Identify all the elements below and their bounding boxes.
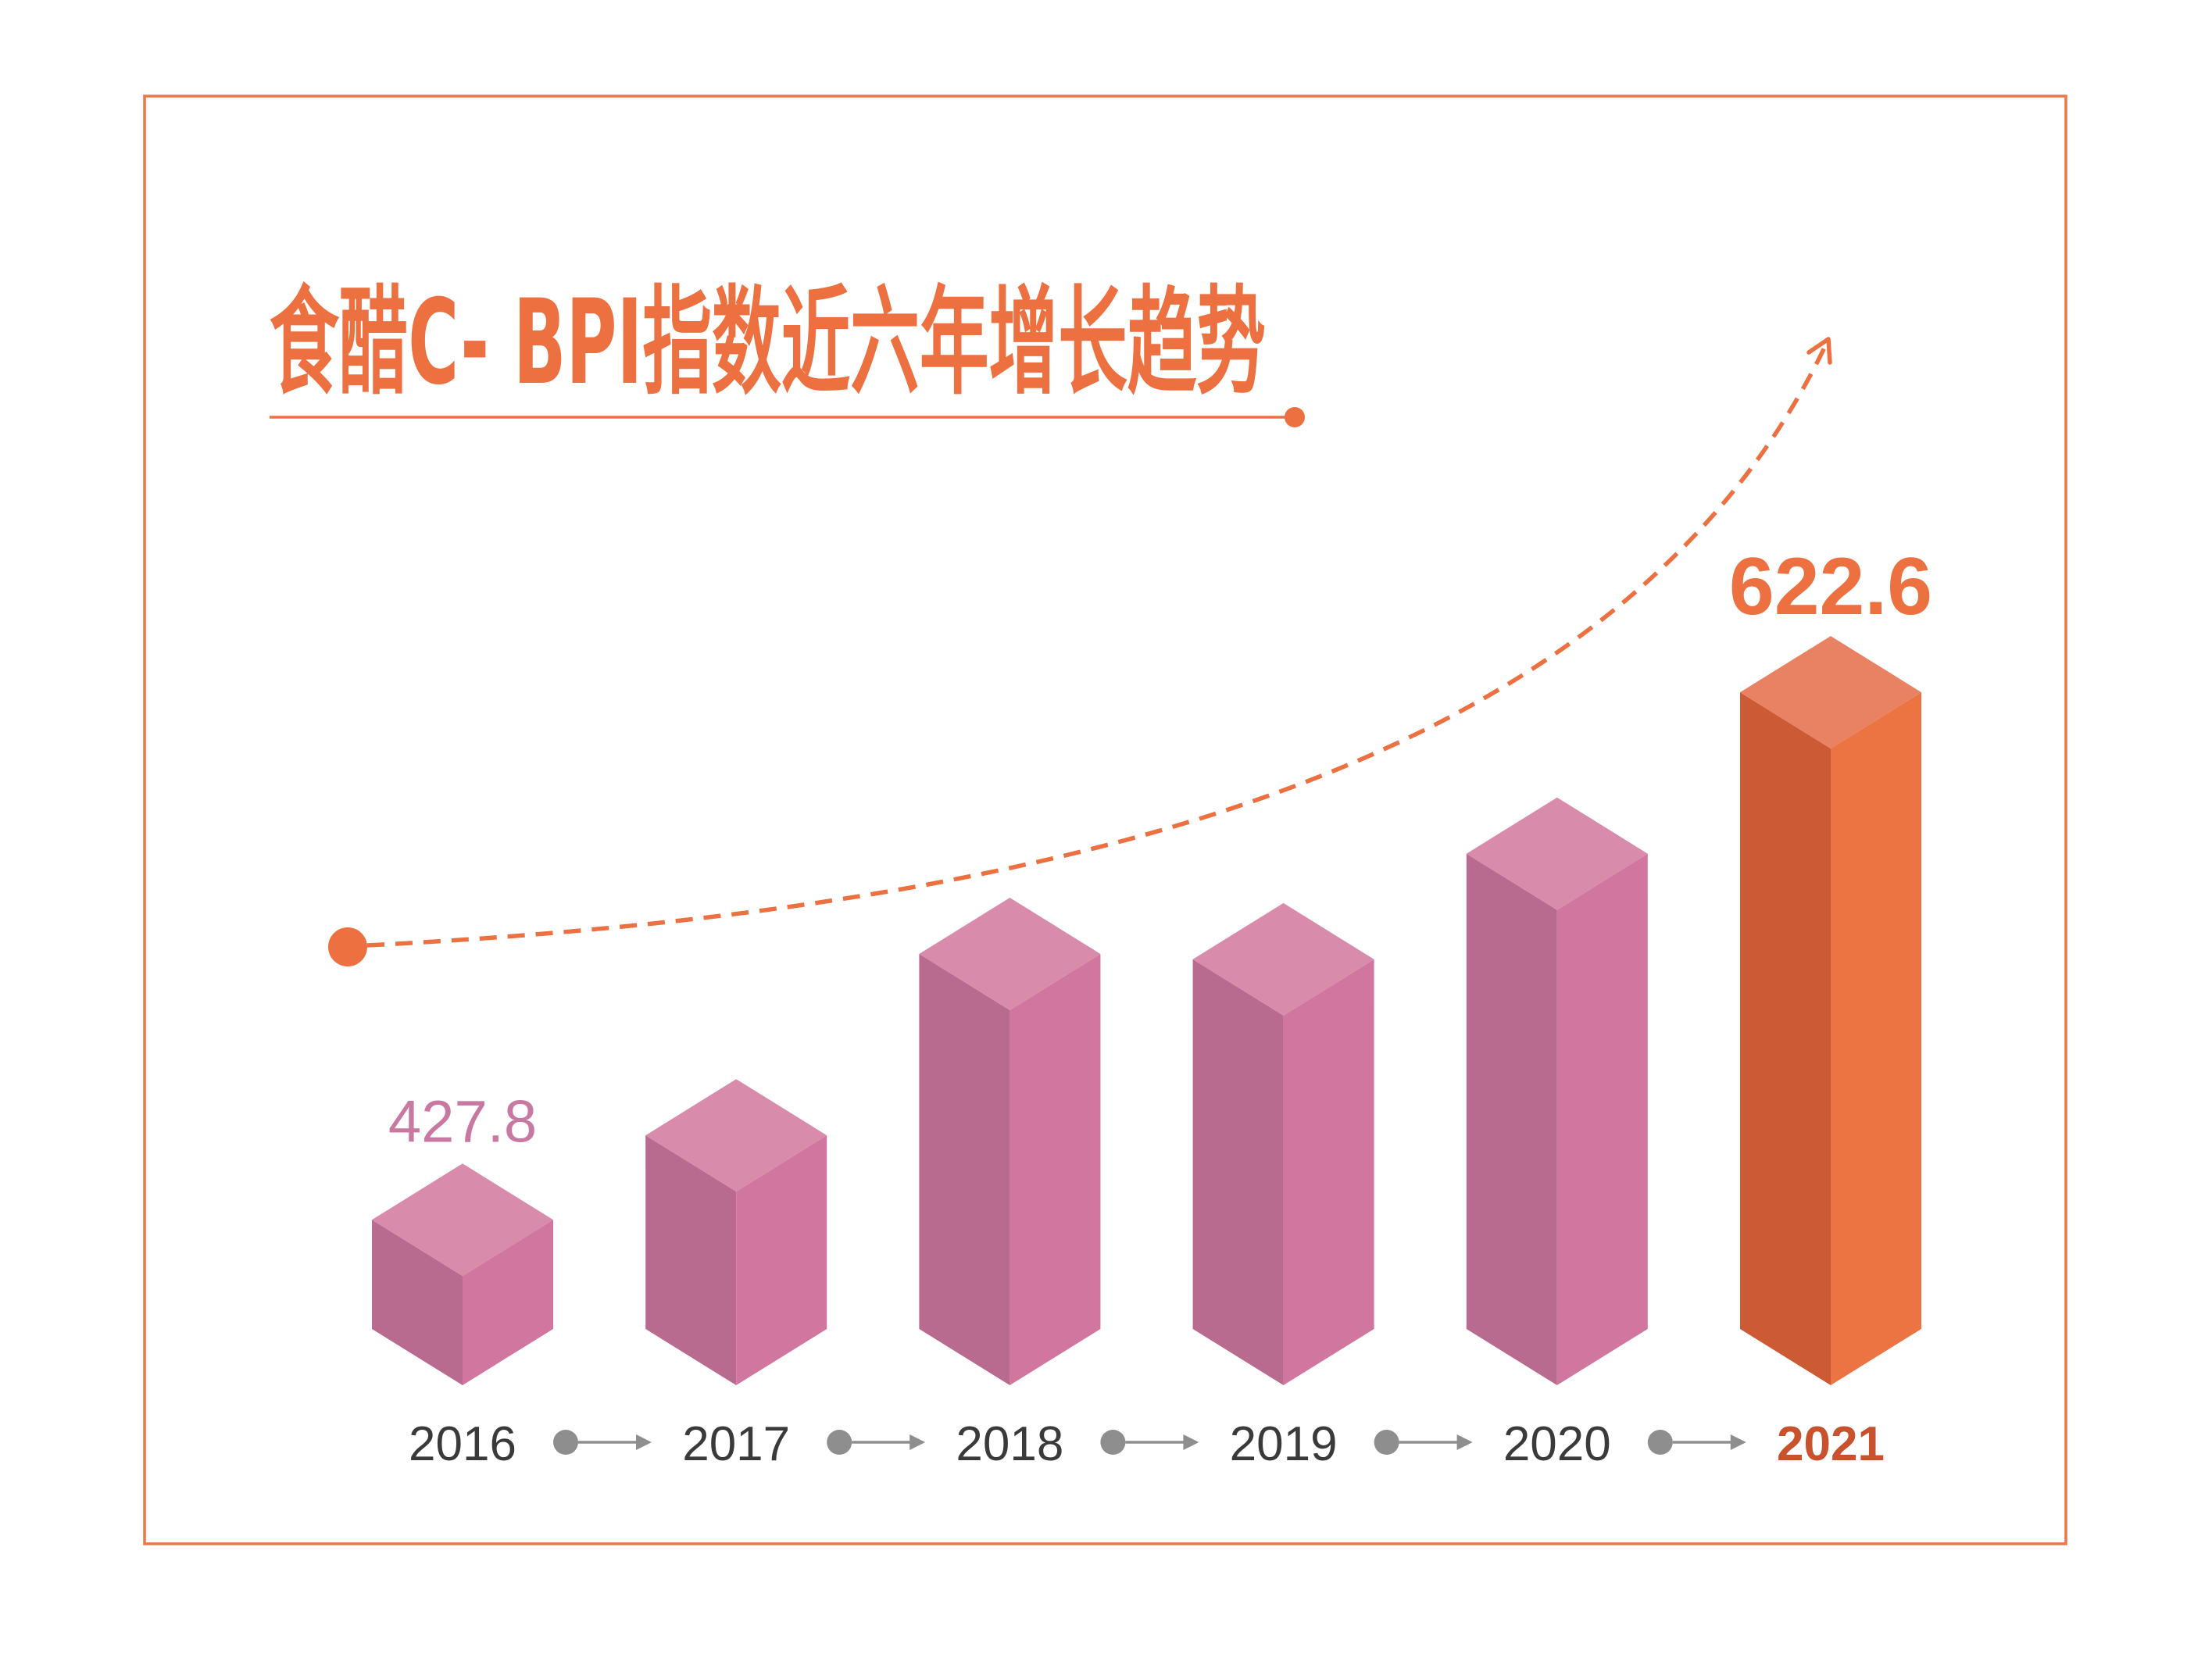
bar-2017-left-face [645, 1135, 737, 1385]
year-connector-arrow-icon [1647, 1430, 1746, 1455]
bar-2017-top-face [645, 1079, 827, 1192]
chart-frame [143, 95, 2067, 1545]
bar-2017-right-face [736, 1135, 827, 1385]
year-axis: 2016 2017 2018 2019 2020 2021 [409, 1417, 1885, 1471]
bar-2018-top-face [919, 898, 1101, 1010]
trend-arrow-head-icon [1806, 337, 1832, 365]
bar-2019 [1192, 902, 1374, 1385]
connector-dot [1647, 1430, 1673, 1455]
connector-dot [827, 1430, 852, 1455]
title-underline-dot [1285, 407, 1305, 427]
bar-2021-right-face [1831, 692, 1921, 1385]
bar-2018-right-face [1010, 954, 1101, 1385]
bar-2016-top-face [372, 1163, 553, 1277]
connector-arrow-head-icon [909, 1434, 926, 1450]
bar-2020 [1466, 797, 1648, 1385]
bar-2018-left-face [919, 954, 1010, 1385]
bar-2018 [919, 898, 1101, 1385]
bars [372, 636, 1921, 1385]
bar-2016-left-face [372, 1220, 463, 1385]
year-connector-arrow-icon [1374, 1430, 1473, 1455]
connector-arrow-head-icon [636, 1434, 652, 1450]
connector-dot [553, 1430, 578, 1455]
data-label-2021: 622.6 [1729, 541, 1932, 632]
year-connector-arrow-icon [553, 1430, 652, 1455]
bar-2016-right-face [463, 1220, 553, 1385]
bar-2020-left-face [1466, 853, 1557, 1385]
year-label-2018: 2018 [956, 1417, 1063, 1471]
year-label-2019: 2019 [1230, 1417, 1338, 1471]
connector-arrow-head-icon [1183, 1434, 1199, 1450]
year-label-2016: 2016 [409, 1417, 516, 1471]
year-connector-arrow-icon [1100, 1430, 1199, 1455]
bar-2019-top-face [1192, 902, 1374, 1016]
trend-start-dot [328, 927, 367, 966]
chart-title: 食醋C- BPI指数近六年增长趋势 [270, 275, 1266, 411]
year-connector-arrow-icon [827, 1430, 926, 1455]
trend-curve [366, 346, 1827, 948]
year-label-2021: 2021 [1777, 1417, 1885, 1471]
connector-dot [1100, 1430, 1126, 1455]
connector-arrow-head-icon [1730, 1434, 1746, 1450]
bar-2019-right-face [1283, 959, 1374, 1385]
data-label-2016: 427.8 [388, 1088, 537, 1155]
bar-2016 [372, 1163, 553, 1385]
year-label-2020: 2020 [1503, 1417, 1611, 1471]
bar-2019-left-face [1192, 959, 1284, 1385]
connector-arrow-head-icon [1456, 1434, 1473, 1450]
bar-2021-left-face [1740, 692, 1831, 1385]
bar-2021 [1740, 636, 1921, 1385]
bar-2021-top-face [1740, 636, 1921, 749]
year-label-2017: 2017 [682, 1417, 790, 1471]
bar-2020-right-face [1556, 853, 1648, 1385]
bar-2020-top-face [1466, 797, 1648, 910]
bar-2017 [645, 1079, 827, 1385]
connector-dot [1374, 1430, 1399, 1455]
value-labels: 427.8 622.6 [388, 541, 1932, 1155]
